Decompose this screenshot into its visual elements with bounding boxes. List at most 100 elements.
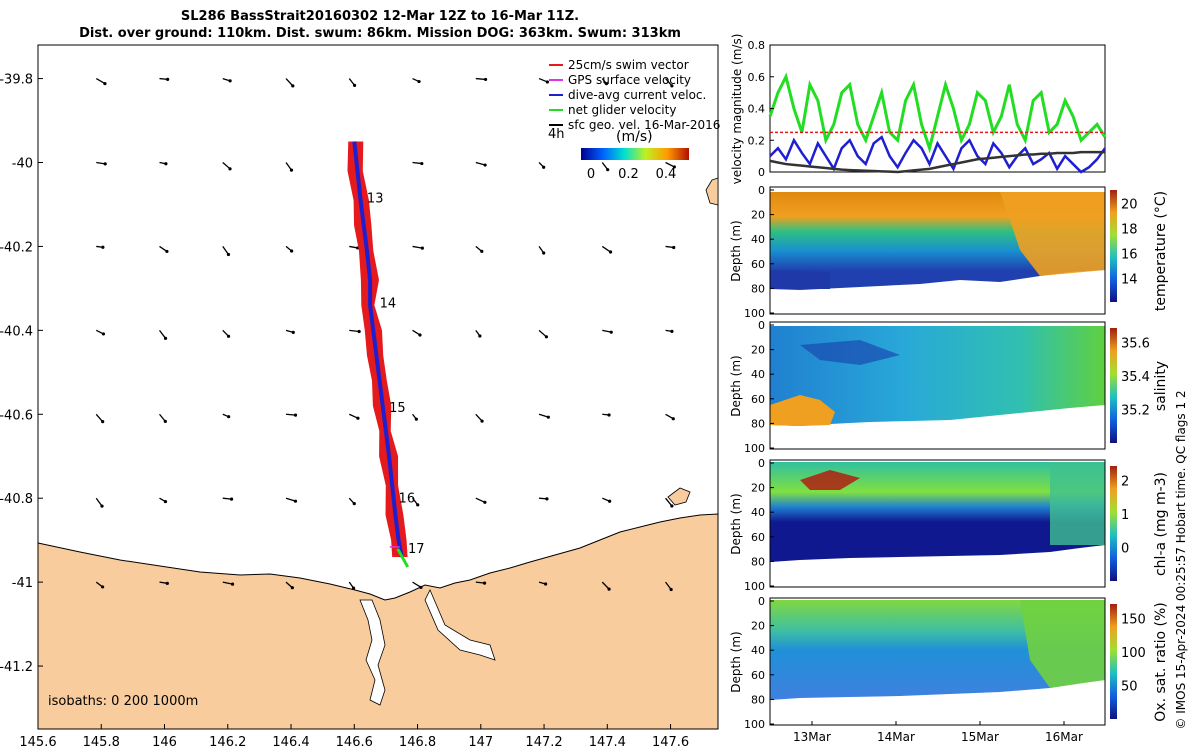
geo-velocity-arrow [158,329,167,339]
map-ytick-label: -41.2 [0,660,33,675]
colorbar-tick: 0 [587,167,595,182]
geo-velocity-arrowhead [101,585,105,589]
geo-velocity-arrowhead [351,586,356,590]
map-ytick-label: -40.6 [0,408,33,423]
colorbar-tick-label: 1 [1121,508,1129,523]
colorbar-label: temperature (°C) [1153,191,1169,311]
dive-avg-current-track [352,141,404,558]
geo-velocity-arrowhead [483,500,487,504]
temperature-panel [769,186,1117,315]
legend-label: dive-avg current veloc. [568,88,706,102]
geo-velocity-arrowhead [417,79,421,84]
geo-velocity-arrow [349,329,360,333]
geo-velocity-arrowhead [226,334,231,338]
depth-tick-label: 40 [751,506,765,519]
depth-tick-label: 20 [751,209,765,222]
map-ytick-label: -40.2 [0,240,33,255]
map-xtick-label: 145.6 [19,735,56,750]
map-xtick-label: 145.8 [83,735,120,750]
map-ytick-label: -41 [12,576,33,591]
depth-tick-label: 100 [744,442,765,455]
geo-velocity-arrowhead [604,82,609,86]
depth-tick-label: 40 [751,644,765,657]
map-xtick-label: 146.4 [272,735,309,750]
track-map: 145.6 145.8 146 146.2 146.4 146.6 146.8 147 147.… [0,44,720,750]
depth-tick-label: 40 [751,368,765,381]
geo-velocity-arrow [475,161,486,166]
geo-velocity-arrowhead [544,335,549,339]
map-xtick-label: 146.2 [209,735,246,750]
geo-velocity-arrowhead [101,332,106,336]
figure-title: SL286 BassStrait20160302 12-Mar 12Z to 1… [0,8,760,42]
map-xtick-label: 146.8 [399,735,436,750]
colorbar-tick: 0.4 [656,167,677,182]
geo-velocity-arrow [285,497,296,502]
salinity-salty-patch [770,395,835,426]
geo-velocity-arrowhead [670,504,674,508]
map-xtick-label: 147.6 [652,735,689,750]
geo-velocity-arrowhead [166,77,170,82]
geo-velocity-arrow [665,497,673,507]
geo-velocity-arrowhead [103,162,107,166]
depth-tick-label: 100 [744,718,765,731]
colorbar-tick-label: 50 [1121,679,1138,694]
legend-label: GPS surface velocity [568,73,691,87]
depth-tick-label: 80 [751,693,765,706]
geo-velocity-arrowhead [419,585,423,589]
geo-velocity-arrowhead [672,165,676,169]
colorbar-tick-label: 150 [1121,613,1146,628]
speed-colorbar [581,148,689,160]
depth-axis-label: Depth (m) [729,631,743,692]
map-ytick-label: -40.8 [0,492,33,507]
chlorophyll-bloom [800,470,860,490]
legend-interval: 4h [548,127,565,142]
colorbar-label: Ox. sat. ratio (%) [1153,602,1169,721]
geo-velocity-arrow [95,413,104,423]
geo-velocity-arrow [412,245,423,249]
velocity-ytick-label: 0.8 [748,39,766,52]
depth-tick-label: 100 [744,580,765,593]
temperature-colorbar [1110,190,1117,302]
geo-velocity-arrow [665,161,675,168]
time-tick-label: 14Mar [877,730,915,744]
geo-velocity-arrowhead [483,163,487,167]
coast-inlet [424,589,496,661]
chlorophyll-east-region [1050,462,1105,545]
depth-tick-label: 0 [758,457,765,470]
geo-velocity-arrow [285,78,294,87]
geo-velocity-arrowhead [101,245,105,249]
geo-velocity-arrowhead [546,415,550,419]
title-line-2: Dist. over ground: 110km. Dist. swum: 86… [79,26,681,41]
geo-velocity-arrowhead [291,84,295,88]
geo-velocity-arrow [601,245,611,253]
depth-tick-label: 0 [758,184,765,197]
legend-label: 25cm/s swim vector [568,58,689,72]
depth-tick-label: 40 [751,233,765,246]
geo-velocity-arrowhead [164,162,168,166]
day-label: 13 [367,191,384,206]
depth-tick-label: 80 [751,282,765,295]
colorbar-tick-label: 100 [1121,646,1146,661]
geo-velocity-arrow [601,581,610,590]
geo-velocity-arrowhead [293,413,298,417]
depth-tick-label: 60 [751,531,765,544]
depth-tick-label: 20 [751,344,765,357]
temperature-cold-bottom [770,270,830,289]
geo-velocity-arrowhead [669,587,673,592]
geo-velocity-arrowhead [290,586,294,590]
imos-credit: © IMOS 15-Apr-2024 00:25:57 Hobart time.… [1174,390,1188,729]
velocity-ytick-label: 0 [758,166,765,179]
depth-tick-label: 0 [758,595,765,608]
geo-velocity-arrowhead [165,581,169,585]
legend-label: sfc geo. vel. 16-Mar-2016 [568,118,720,132]
geo-velocity-arrow [95,78,106,85]
geo-velocity-arrow [538,329,547,338]
velocity-ytick-label: 0.2 [748,134,766,147]
geo-velocity-arrowhead [416,503,420,507]
colorbar-tick-label: 2 [1121,475,1129,490]
geo-velocity-arrowhead [545,497,549,501]
depth-tick-label: 20 [751,482,765,495]
salinity-fresh-patch [800,340,900,365]
